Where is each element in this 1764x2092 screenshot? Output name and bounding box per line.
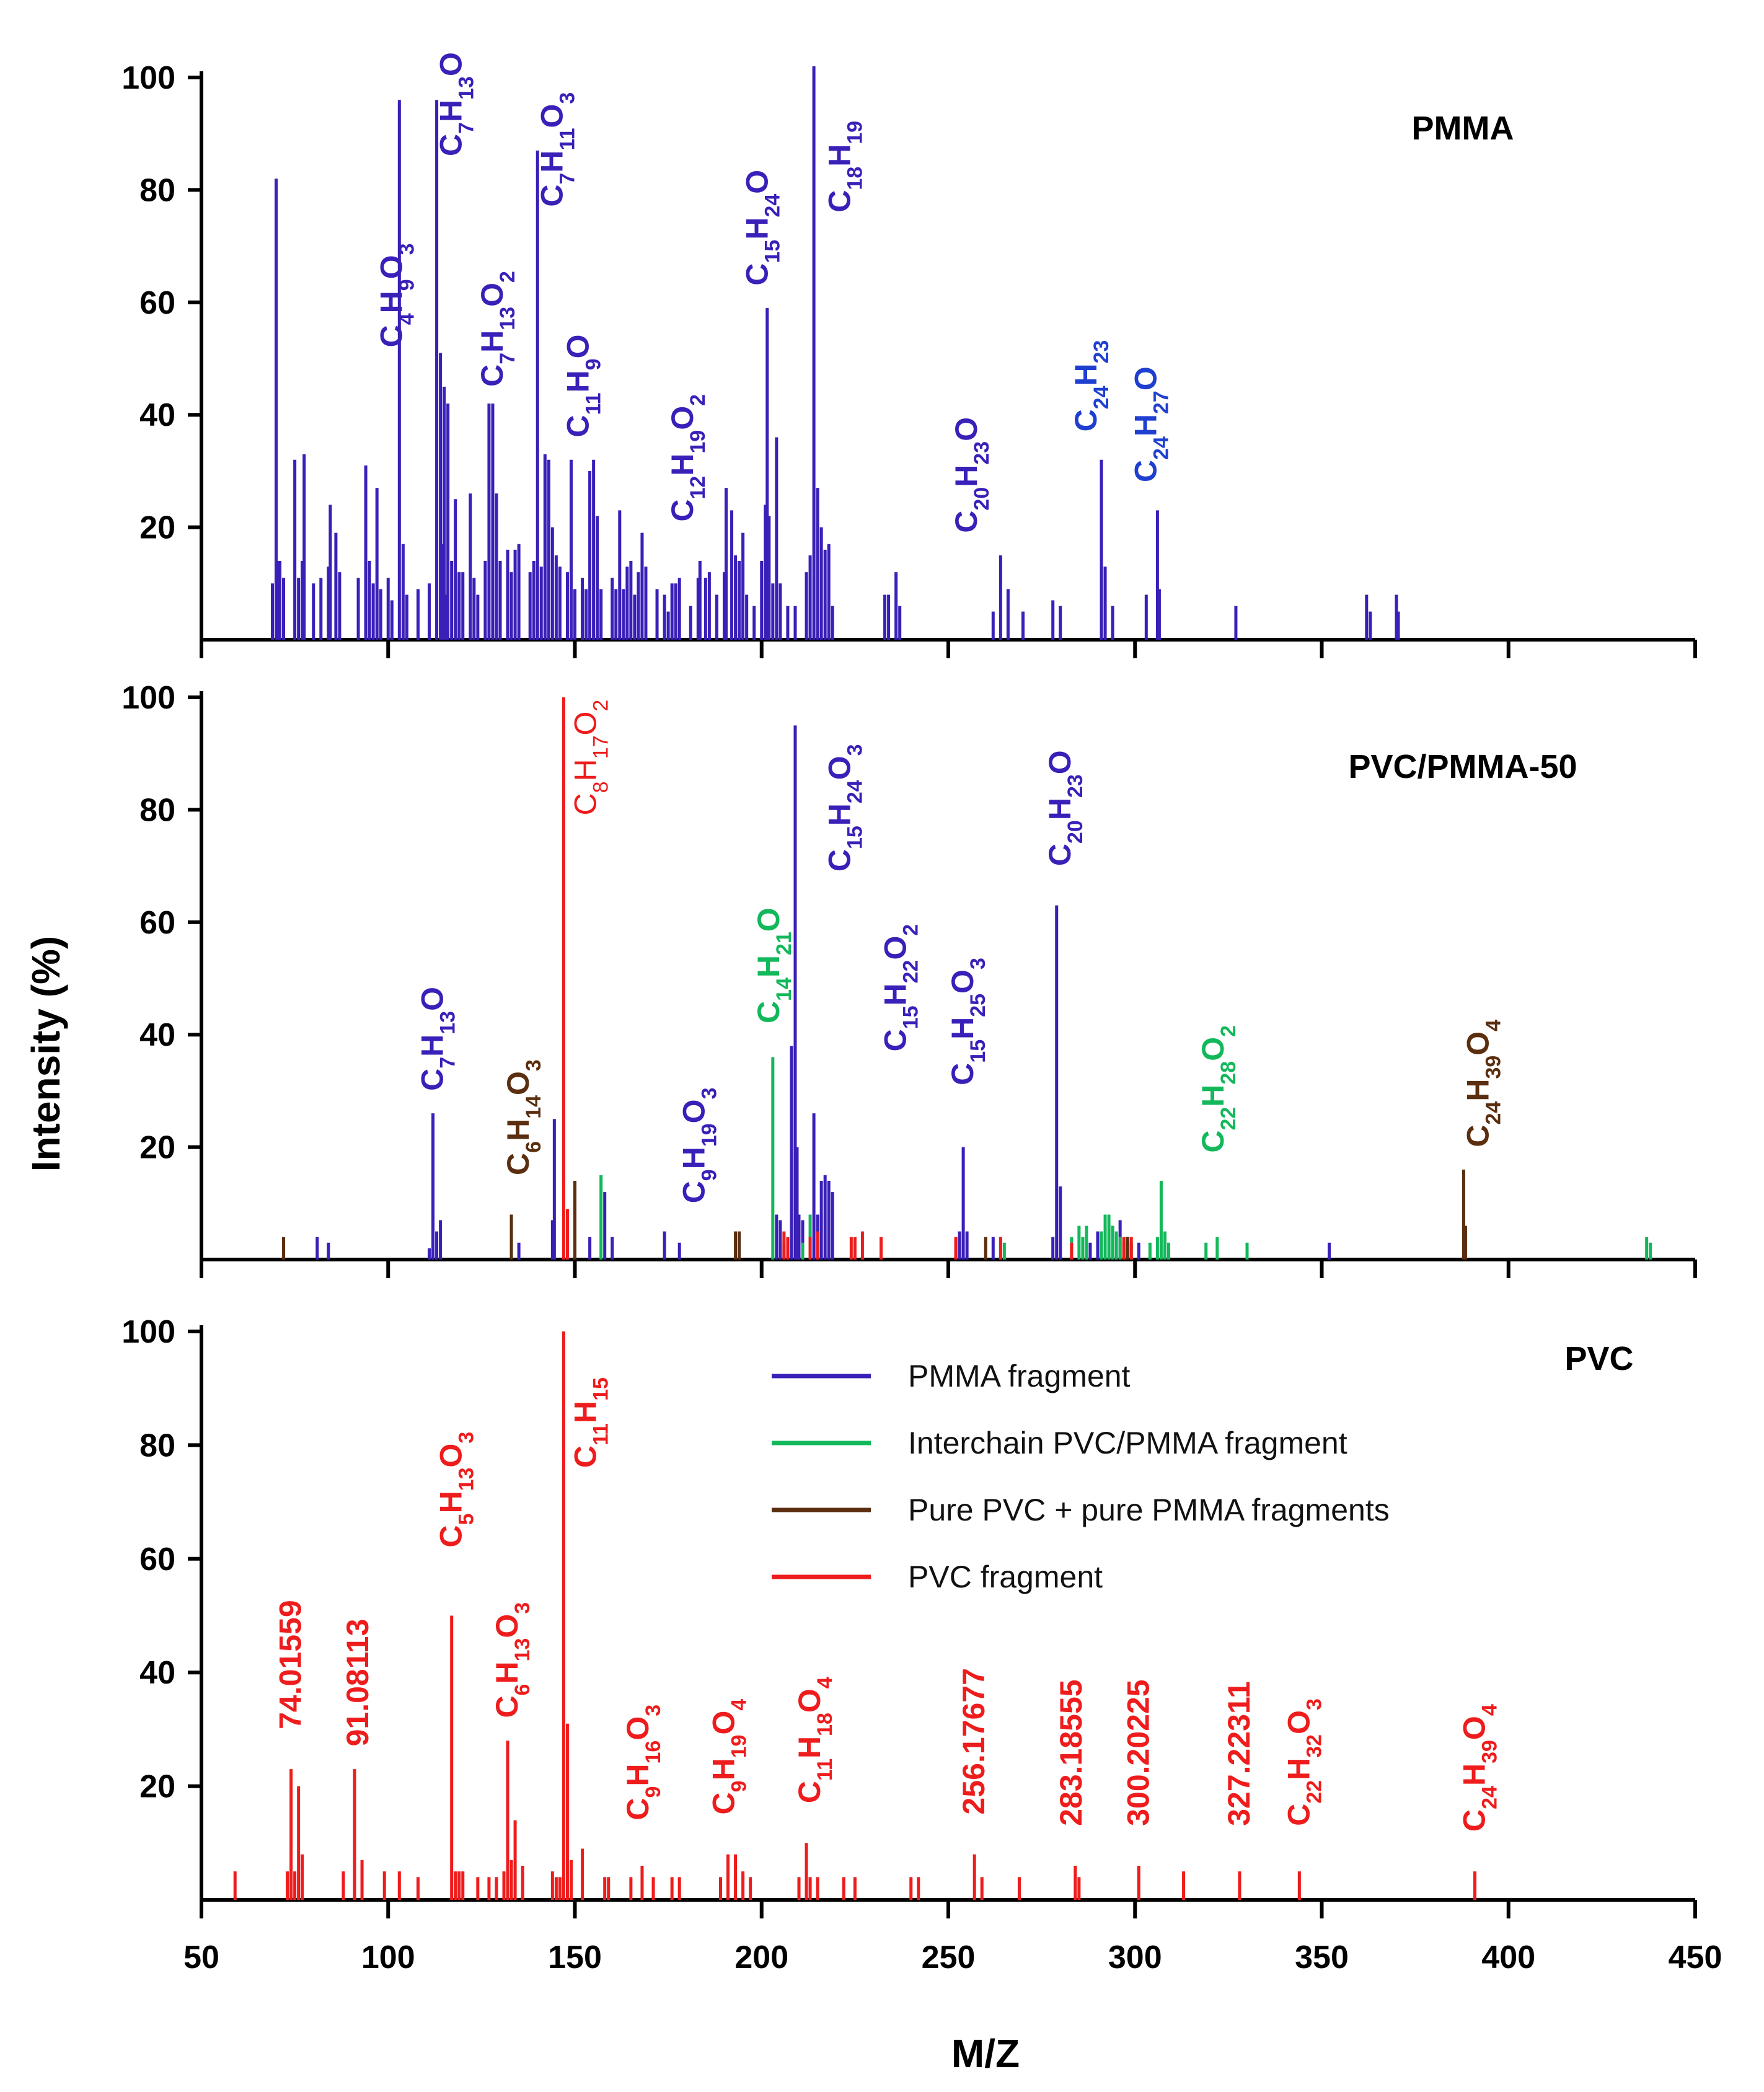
peak-label: C11H15: [568, 1377, 613, 1468]
y-tick-label: 60: [139, 285, 175, 321]
peak-label: C15H25O3: [945, 958, 990, 1085]
peak-label: C5H13O3: [434, 1432, 478, 1548]
peak-label: C7H13O: [415, 987, 460, 1091]
peak-label: 91.08113: [340, 1619, 375, 1747]
y-tick-label: 40: [139, 1655, 175, 1691]
peak-label: C4H9O3: [374, 243, 418, 347]
x-tick-label: 50: [183, 1940, 219, 1975]
legend-label: PVC fragment: [908, 1560, 1103, 1594]
legend-label: PMMA fragment: [908, 1359, 1131, 1393]
panel-title: PVC/PMMA-50: [1348, 748, 1577, 785]
peak-label: C6H14O3: [501, 1059, 545, 1175]
y-tick-label: 40: [139, 1017, 175, 1053]
legend-label: Interchain PVC/PMMA fragment: [908, 1426, 1347, 1460]
x-tick-label: 350: [1295, 1940, 1349, 1975]
peak-label: C15H24O3: [822, 744, 867, 872]
peak-label: C24H39O4: [1461, 1020, 1506, 1147]
peak-label: C22H28O2: [1196, 1025, 1240, 1153]
peak-label: C15H22O2: [878, 924, 923, 1052]
peak-label: 327.22311: [1222, 1681, 1256, 1826]
peak-label: C15H24O: [740, 170, 785, 286]
y-tick-label: 80: [139, 172, 175, 208]
panels: 20 40 60 80 100 C4H9O3 C7H13O C7H13O2 C7H11O3 C11…: [121, 52, 1722, 1975]
y-tick-label: 80: [139, 1428, 175, 1463]
peak-label: C9H19O3: [676, 1088, 721, 1204]
peak-label: C24H23: [1069, 340, 1113, 432]
x-tick-label: 450: [1669, 1940, 1722, 1975]
x-tick-label: 200: [734, 1940, 788, 1975]
peak-label: C9H16O3: [620, 1705, 665, 1821]
peak-label: C12H19O2: [665, 394, 710, 522]
x-tick-label: 100: [361, 1940, 415, 1975]
x-tick-label: 400: [1481, 1940, 1535, 1975]
peak-label: 283.18555: [1054, 1679, 1088, 1825]
x-tick-label: 250: [922, 1940, 976, 1975]
peak-label: C20H23O: [949, 417, 994, 533]
x-tick-label: 300: [1108, 1940, 1162, 1975]
y-tick-label: 20: [139, 510, 175, 546]
legend: PMMA fragment Interchain PVC/PMMA fragmen…: [772, 1359, 1390, 1594]
panel-1: 20 40 60 80 100 C4H9O3 C7H13O C7H13O2 C7H11O3 C11…: [121, 52, 1697, 658]
panel-3: 20 40 60 80 100 50 100 150 200 250 300 350 400 450 74.…: [121, 1314, 1722, 1975]
x-axis-title: M/Z: [951, 2031, 1020, 2076]
y-axis-title: Intensity (%): [24, 936, 68, 1172]
peak-label: C18H19: [822, 121, 867, 213]
peak-label: C8H17O2: [568, 700, 613, 816]
y-tick-label: 60: [139, 905, 175, 941]
panel-title: PMMA: [1412, 110, 1514, 147]
y-tick-label: 80: [139, 792, 175, 828]
peak-label: C20H23O: [1043, 750, 1087, 866]
peak-label: 74.01559: [273, 1600, 308, 1729]
y-tick-label: 40: [139, 397, 175, 433]
peak-label: 256.17677: [956, 1668, 991, 1814]
panel-title: PVC: [1564, 1340, 1633, 1377]
peak-label: C22H32O3: [1281, 1698, 1326, 1826]
y-tick-label: 100: [121, 680, 175, 716]
y-tick-label: 20: [139, 1769, 175, 1805]
y-tick-label: 100: [121, 1314, 175, 1350]
peak-label: C9H19O4: [707, 1699, 751, 1815]
peak-label: C11H18O4: [792, 1677, 837, 1803]
peak-label: C7H13O2: [475, 271, 519, 387]
peak-label: C6H13O3: [490, 1602, 534, 1718]
peak-label: C24H27O: [1128, 366, 1173, 482]
x-tick-label: 150: [548, 1940, 602, 1975]
peak-label: C7H13O: [434, 52, 478, 156]
y-tick-label: 60: [139, 1542, 175, 1578]
y-tick-label: 20: [139, 1130, 175, 1166]
peak-label: C11H9O: [561, 334, 606, 437]
y-tick-label: 100: [121, 60, 175, 96]
panel-2: 20 40 60 80 100 C7H13O C6H14O3 C8H17O2 C9H19O3 C1…: [121, 680, 1697, 1278]
peak-label: C7H11O3: [534, 92, 579, 207]
peak-label: 300.20225: [1121, 1679, 1155, 1825]
peak-label: C24H39O4: [1457, 1704, 1502, 1832]
legend-label: Pure PVC + pure PMMA fragments: [908, 1493, 1390, 1527]
peak-label: C14H21O: [751, 907, 796, 1023]
